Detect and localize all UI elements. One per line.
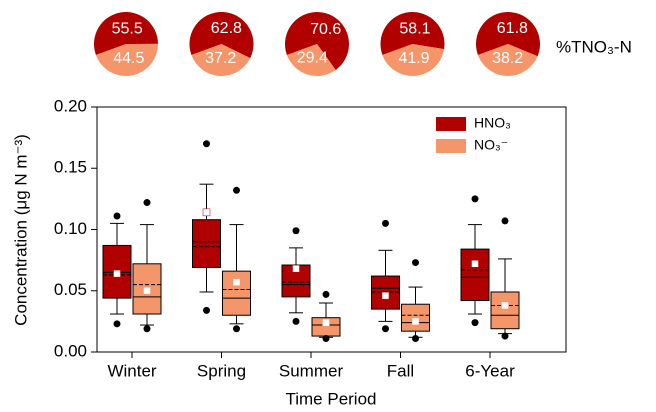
y-tick-label: 0.05	[54, 280, 87, 299]
y-tick-label: 0.15	[54, 158, 87, 177]
x-tick-label: Summer	[279, 361, 344, 380]
pie-value: 61.8	[497, 20, 528, 37]
pie-slice	[191, 44, 251, 76]
outlier	[412, 259, 419, 267]
pie-value: 44.5	[113, 50, 144, 67]
pie-value: 55.5	[112, 20, 143, 37]
legend-swatch	[436, 117, 466, 131]
outlier	[322, 290, 330, 298]
mean-marker	[322, 318, 330, 327]
pie-slice	[476, 11, 540, 57]
x-tick-label: Winter	[107, 361, 156, 380]
outlier	[382, 325, 389, 333]
pie-slice	[380, 11, 445, 55]
pie-value: 41.9	[398, 50, 429, 67]
mean-marker	[143, 287, 151, 295]
pie-slice	[286, 44, 336, 76]
outlier	[501, 217, 509, 225]
mean-marker	[411, 317, 420, 326]
y-tick-label: 0.00	[54, 341, 87, 360]
y-axis-title: Concentration (μg N m⁻³)	[11, 134, 30, 326]
legend-label: NO₃⁻	[474, 137, 508, 153]
mean-marker	[202, 208, 211, 217]
mean-marker	[292, 264, 300, 273]
outlier	[322, 335, 330, 343]
pie-value: 37.2	[205, 50, 236, 67]
outlier	[203, 140, 210, 148]
outlier	[143, 199, 151, 207]
outlier	[412, 335, 419, 343]
x-tick-label: Spring	[197, 361, 246, 380]
x-axis-title: Time Period	[285, 389, 376, 408]
pie-slice	[95, 43, 158, 77]
mean-marker	[381, 291, 390, 300]
outlier	[501, 332, 509, 340]
box	[460, 248, 490, 302]
box	[222, 270, 251, 316]
pie-label: %TNO₃-N	[556, 37, 632, 56]
x-tick-label: Fall	[387, 361, 414, 380]
outlier	[292, 317, 300, 325]
outlier	[233, 325, 240, 333]
legend-label: HNO₃	[474, 115, 511, 131]
legend-swatch	[436, 139, 466, 153]
outlier	[471, 195, 479, 203]
outlier	[143, 325, 151, 333]
box	[192, 219, 221, 268]
pie-slice	[189, 11, 254, 59]
outlier	[233, 186, 240, 194]
x-tick-label: 6-Year	[465, 361, 515, 380]
box	[490, 291, 520, 330]
pie-slice	[285, 12, 350, 70]
pie-value: 29.4	[297, 50, 328, 67]
mean-marker	[471, 260, 479, 268]
pie-value: 62.8	[211, 20, 242, 37]
mean-marker	[113, 269, 121, 278]
pie-slice	[382, 44, 445, 76]
pie-value: 70.6	[310, 21, 341, 38]
y-tick-label: 0.20	[54, 96, 87, 115]
outlier	[113, 320, 121, 328]
pie-value: 58.1	[399, 20, 430, 37]
pie-value: 38.2	[492, 50, 523, 67]
mean-marker	[232, 278, 241, 286]
mean-marker	[501, 301, 509, 310]
outlier	[471, 319, 479, 327]
pie-slice	[477, 44, 538, 76]
outlier	[292, 227, 300, 235]
outlier	[203, 306, 210, 314]
pie-slice	[93, 12, 158, 55]
y-tick-label: 0.10	[54, 219, 87, 238]
outlier	[113, 212, 121, 220]
outlier	[382, 219, 389, 227]
